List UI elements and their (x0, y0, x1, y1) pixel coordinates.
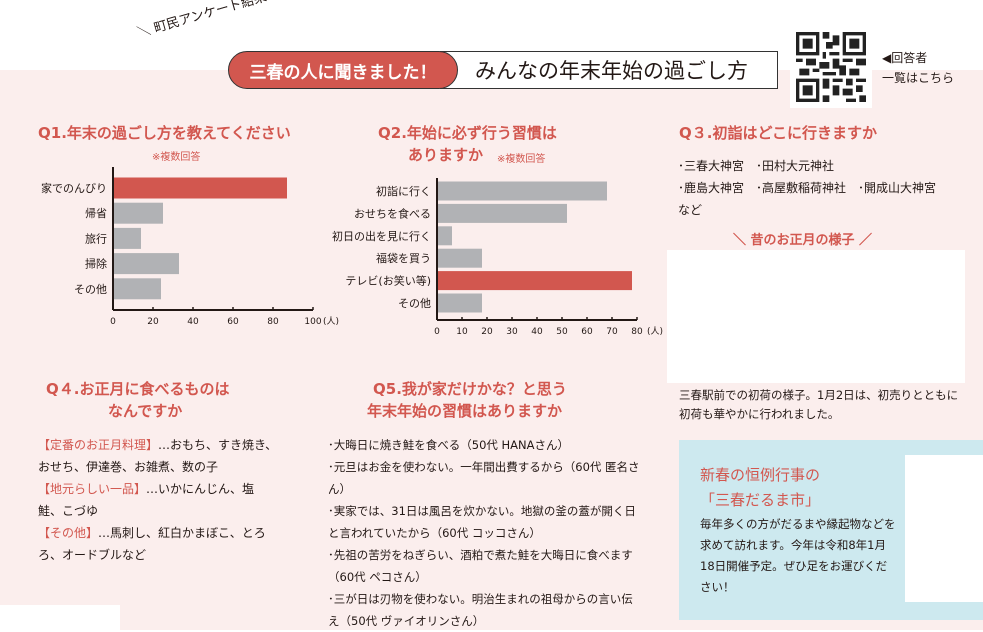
header-tag: 三春の人に聞きました！ (228, 51, 458, 89)
q4-item-text: …いかにんじん、塩鮭、こづゆ (38, 482, 255, 518)
photo-heading: ＼ 昔のお正月の様子 ／ (733, 233, 873, 248)
event-title-line: 新春の恒例行事の (700, 466, 821, 484)
tick-label: 50 (556, 327, 568, 337)
bar (437, 181, 607, 201)
tick-label: 10 (456, 327, 468, 337)
q4-item-label: 【その他】 (38, 526, 99, 540)
q5-title-1: Q5.我が家だけかな？と思う (373, 380, 567, 398)
q4-item: 【定番のお正月料理】…おもち、すき焼き、おせち、伊達巻、お雑煮、数の子 (38, 434, 278, 478)
bar (113, 253, 179, 275)
q4-item-text: …おもち、すき焼き、おせち、伊達巻、お雑煮、数の子 (38, 438, 278, 474)
category-label: 掃除 (85, 257, 107, 271)
q5-item: ･元旦はお金を使わない。一年間出費するから（60代 匿名さん） (328, 460, 640, 496)
bar (437, 203, 567, 223)
photo-caption: 三春駅前での初荷の様子。1月2日は、初売りとともに初荷も華やかに行われました。 (679, 388, 959, 421)
q5-item: ･三が日は刃物を使わない。明治生まれの祖母からの言い伝え（50代 ヴァイオリンさ… (328, 592, 633, 628)
qr-label-line: ◀回答者 (882, 51, 928, 65)
q5-item: ･大晦日に焼き鮭を食べる（50代 HANAさん） (328, 438, 570, 452)
event-title: 新春の恒例行事の 「三春だるま市」 (700, 463, 820, 513)
bar (113, 227, 141, 249)
event-title-line: 「三春だるま市」 (700, 491, 821, 509)
q2-note: ※複数回答 (497, 154, 546, 165)
bar (113, 202, 163, 224)
tick-label: 20 (147, 317, 159, 327)
q3-item: ･三春大神宮 ･田村大元神社 (678, 159, 835, 173)
survey-label: ＼ 町民アンケート結果 ／ (135, 0, 285, 41)
q3-title: Q３.初詣はどこに行きますか (679, 124, 878, 142)
tick-label: 80 (631, 327, 643, 337)
q2-title-2: ありますか (408, 146, 484, 164)
tick-label: 60 (227, 317, 239, 327)
axis-unit: (人) (647, 326, 663, 337)
q5-item: ･実家では、31日は風呂を炊かない。地獄の釜の蓋が開く日と言われていたから（60… (328, 504, 636, 540)
q5-list: ･大晦日に焼き鮭を食べる（50代 HANAさん） ･元旦はお金を使わない。一年間… (328, 434, 640, 632)
category-label: 旅行 (85, 231, 107, 245)
page-title: みんなの年末年始の過ごし方 (440, 51, 778, 89)
q4-title-2: なんですか (108, 402, 183, 420)
category-label: その他 (398, 297, 431, 310)
q4-list: 【定番のお正月料理】…おもち、すき焼き、おせち、伊達巻、お雑煮、数の子 【地元ら… (38, 434, 278, 566)
q1-title: Q1.年末の過ごし方を教えてください (38, 124, 291, 142)
tick-label: 0 (434, 327, 440, 337)
q1-note: ※複数回答 (152, 152, 201, 163)
tick-label: 40 (187, 317, 199, 327)
tick-label: 100 (304, 317, 321, 327)
bar (437, 226, 452, 246)
qr-label: ◀回答者 一覧はこちら (882, 48, 954, 88)
q4-item-text: …馬刺し、紅白かまぼこ、とろろ、オードブルなど (38, 526, 266, 562)
q2-title-1: Q2.年始に必ず行う習慣は (378, 124, 557, 142)
q3-list: ･三春大神宮 ･田村大元神社 ･鹿島大神宮 ･高屋敷稲荷神社 ･開成山大神宮 な… (678, 155, 978, 221)
tick-label: 0 (110, 317, 116, 327)
event-text: 毎年多くの方がだるまや縁起物などを求めて訪れます。今年は令和8年1月18日開催予… (700, 517, 896, 594)
tick-label: 70 (606, 327, 618, 337)
category-label: 帰省 (85, 207, 107, 220)
q4-item: 【地元らしい一品】…いかにんじん、塩鮭、こづゆ (38, 478, 278, 522)
qr-code-icon (796, 32, 866, 102)
q4-item-label: 【地元らしい一品】 (38, 482, 147, 496)
qr-code[interactable] (790, 26, 872, 108)
bar (437, 248, 482, 268)
event-photo-placeholder (905, 455, 983, 602)
q3-item: ･鹿島大神宮 ･高屋敷稲荷神社 ･開成山大神宮 (678, 181, 937, 195)
tick-label: 20 (481, 327, 493, 337)
q5-item: ･先祖の苦労をねぎらい、酒粕で煮た鮭を大晦日に食べます（60代 ペコさん） (328, 548, 633, 584)
qr-label-line: 一覧はこちら (882, 71, 955, 85)
tick-label: 30 (506, 327, 518, 337)
q5-title-2: 年末年始の習慣はありますか (367, 402, 563, 420)
tick-label: 40 (531, 327, 543, 337)
white-margin (0, 605, 120, 630)
tick-label: 80 (267, 317, 279, 327)
category-label: 家でのんびり (41, 181, 107, 195)
tick-label: 60 (581, 327, 593, 337)
axis-unit: (人) (323, 316, 339, 327)
q4-item-label: 【定番のお正月料理】 (38, 438, 159, 452)
bar (437, 293, 482, 313)
category-label: 福袋を買う (376, 251, 431, 265)
bar (113, 278, 161, 300)
q3-item: など (678, 203, 703, 217)
category-label: その他 (74, 283, 107, 296)
photo-placeholder (667, 250, 965, 383)
category-label: テレビ(お笑い等) (345, 274, 431, 288)
q4-item: 【その他】…馬刺し、紅白かまぼこ、とろろ、オードブルなど (38, 522, 278, 566)
category-label: おせちを食べる (354, 206, 431, 220)
bar (113, 177, 287, 199)
category-label: 初日の出を見に行く (332, 229, 431, 243)
q4-title-1: Q４.お正月に食べるものは (46, 380, 230, 398)
category-label: 初詣に行く (376, 184, 431, 198)
bar (437, 271, 632, 291)
